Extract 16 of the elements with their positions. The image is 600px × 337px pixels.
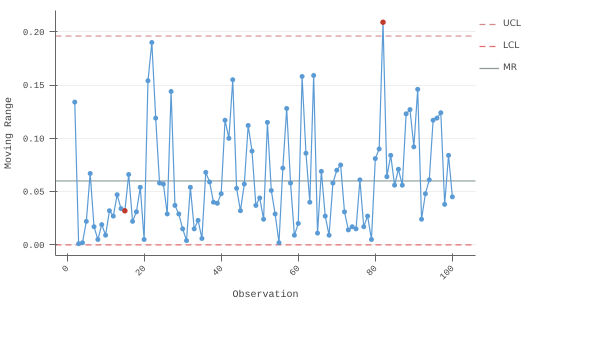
x-tick-label: 20 — [134, 264, 148, 278]
legend-label: MR — [503, 63, 518, 73]
y-tick-label: 0.00 — [22, 240, 45, 251]
x-axis-title: Observation — [232, 289, 299, 302]
y-axis-title: Moving Range — [2, 96, 15, 170]
x-tick-label: 60 — [288, 264, 303, 278]
y-tick-label: 0.10 — [22, 134, 45, 144]
y-tick-label: 0.05 — [22, 188, 45, 198]
x-tick-label: 100 — [438, 264, 457, 282]
y-tick-label: 0.15 — [22, 81, 45, 92]
y-tick-label: 0.20 — [22, 28, 45, 38]
x-tick-label: 40 — [210, 264, 226, 278]
x-tick-label: 0 — [60, 264, 72, 275]
legend-label: UCL — [503, 19, 522, 29]
x-tick-label: 80 — [364, 264, 380, 278]
legend-label: LCL — [503, 41, 520, 51]
